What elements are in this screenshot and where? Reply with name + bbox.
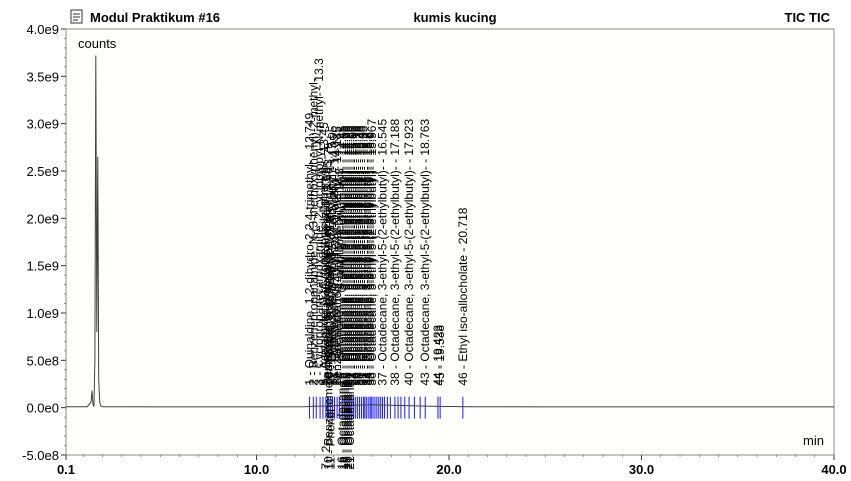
peak-annotation: 38 - Octadecane, 3-ethyl-5-(2-ethylbutyl… [388,119,402,386]
peak-annotation: 14 - Ethanone, 1-(4-aminophenyl)- - 14.3 [332,168,346,386]
y-axis: 4.0e9 3.5e9 3.0e9 2.5e9 2.0e9 1.5e9 1.0e9 5.0e8… [22,22,66,463]
x-axis-label: min [803,433,824,448]
peak-annotation-lower: 20 - Octadecane [341,381,355,470]
peak-annotations: 1 - Quinaldine, 1,2-dihydro-2,2,4-trimet… [302,58,469,470]
peak-annotation-lower: 7 - 2 [319,445,333,469]
peak-annotation: 5 - Acetamide, N-[4-(trimethylsilyl)phen… [317,122,331,386]
peak-annotation: 43 - Octadecane, 3-ethyl-5-(2-ethylbutyl… [418,119,432,386]
peak-annotation: 31 - Octadecane, 3-ethyl-5-(2-ethylbutyl… [354,125,368,385]
y-tick-label: 1.5e9 [26,259,59,274]
peak-annotation: 26 - Octadecane, 3-ethyl-5-(2-ethylbutyl… [349,125,363,385]
peak-annotation: 1 - Quinaldine, 1,2-dihydro-2,2,4-trimet… [302,113,316,386]
x-tick-label: 20.0 [436,462,461,477]
x-tick-label: 30.0 [629,462,654,477]
peak-annotation: 46 - Ethyl iso-allocholate - 20.718 [456,207,470,385]
header-bar: Modul Praktikum #16 kumis kucing TIC TIC [70,9,831,25]
peak-annotation: 36 - Octadecane, 3-ethyl-5-(2-ethylbutyl… [365,119,379,386]
y-tick-label: 5.0e8 [26,353,59,368]
peak-annotation: 11 - Phenol, 3,4-dimethyl- - 13.85 [324,208,338,386]
y-tick-label: 4.0e9 [26,22,59,37]
trace-label: TIC TIC [785,10,831,25]
y-tick-label: 2.5e9 [26,164,59,179]
peak-annotation-lower: 19 - Octadecane [339,381,353,470]
peak-annotation: 2 - Benzenepropanamide, N-(3-methoxyphen… [306,78,320,385]
y-tick-label: 0.0e0 [26,401,59,416]
peak-annotation: 10 - Benzenemethanamine, N-methyl- - 13.… [322,142,336,386]
peak-annotation: 22 - Octadecane, 3-ethyl-5-(2-ethylbutyl… [345,125,359,385]
x-tick-label: 40.0 [821,462,846,477]
peak-annotation: 20 - Octadecane, 3-ethyl-5-(2-ethylbutyl… [341,125,355,385]
x-axis: 0.1 10.0 20.0 30.0 40.0 [57,455,847,477]
peak-annotation: 30 - Octadecane, 3-ethyl-5-(2-ethylbutyl… [353,125,367,385]
peak-annotation: 32 - Octadecane, 3-ethyl-5-(2-ethylbutyl… [356,125,370,385]
peak-annotation: Benzenemethanol, 4-hydroxy-N-methyl- - 1… [330,126,344,386]
peak-annotation: 45 - 19.538 [433,325,447,386]
peak-annotation: 40 - Octadecane, 3-ethyl-5-(2-ethylbutyl… [402,119,416,386]
sample-name: kumis kucing [413,10,496,25]
peak-annotation: 19 - Octadecane, 3-ethyl-5-(2-ethylbutyl… [339,125,353,385]
x-tick-label: 10.0 [244,462,269,477]
y-tick-label: 3.5e9 [26,69,59,84]
plot-frame [65,28,835,456]
peak-annotation: 3 - Cyclopropanecarboxamide, 2-cycloprop… [312,58,326,386]
y-axis-label: counts [78,36,117,51]
y-tick-label: 1.0e9 [26,306,59,321]
peak-annotation-lower: 16 - Octadecane [335,381,349,470]
y-tick-label: 2.0e9 [26,211,59,226]
peak-annotation: 37 - Octadecane, 3-ethyl-5-(2-ethylbutyl… [376,119,390,386]
plot-area: counts min 4.0e9 3.5e9 3.0e9 2.5e9 2.0e9 1.5e… [22,22,847,477]
peak-markers [308,396,464,419]
peak-annotation: 18 - Octadecane, 3-ethyl-5-(2-ethylbutyl… [337,125,351,385]
peak-annotation: 35 - Octadecane, 3-ethyl-5-(2-ethylbutyl… [363,132,377,386]
peak-annotation-lower: 10 - Benzenemethanamine [322,325,336,469]
peak-annotation: 44 - 19.423 [431,325,445,386]
peak-annotation: 21 - Octadecane, 3-ethyl-5-(2-ethylbutyl… [343,125,357,385]
peak-annotation-lower: 18 - Octadecane [337,381,351,470]
y-tick-label: 3.0e9 [26,117,59,132]
peak-annotation: 34 - Octadecane, 3-ethyl-5-(2-ethylbutyl… [361,132,375,386]
y-tick-label: -5.0e8 [22,448,59,463]
peak-annotation: 13 - Hydroxylamine, N-phenyl-O-acetyl- -… [328,134,342,386]
file-title: Modul Praktikum #16 [90,10,220,25]
peak-annotation-lower: 21 - Octadecane [343,381,357,470]
x-tick-label: 0.1 [57,462,75,477]
peak-annotation: 33 - Octadecane, 3-ethyl-5-(2-ethylbutyl… [359,132,373,386]
tic-trace [66,55,834,408]
peak-annotation: 12 - Octadecane, 3-ethyl-5-(2-ethylbutyl… [326,125,340,385]
peak-annotation-lower: 11 - Phenol [324,409,338,470]
peak-annotation: 24 - Octadecane, 3-ethyl-5-(2-ethylbutyl… [347,125,361,385]
peak-annotation: 7 - 2-Benzimidazolecarboxylic acid - 13.… [319,167,333,386]
document-icon [70,9,83,24]
peak-annotation: 16 - Octadecane, 3-ethyl-5-(2-ethylbutyl… [335,125,349,385]
peak-annotation: 28 - Octadecane, 3-ethyl-5-(2-ethylbutyl… [351,125,365,385]
trace-line [66,55,834,408]
peak-annotation: Benzamide, N-hydroxy-N-methyl- - 13.685 [320,161,334,386]
